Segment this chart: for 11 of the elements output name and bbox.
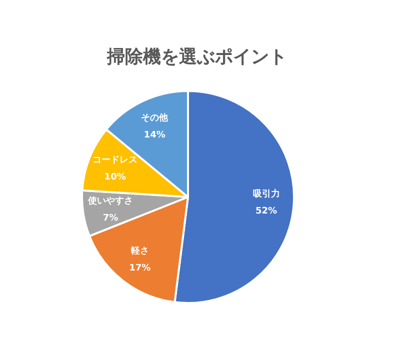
data-label: 52% bbox=[256, 206, 278, 216]
slice-label: 軽さ bbox=[130, 245, 149, 256]
slice-label: 使いやすさ bbox=[87, 196, 134, 207]
data-label: 14% bbox=[144, 130, 166, 140]
data-label: 17% bbox=[129, 263, 151, 274]
data-label: 10% bbox=[104, 172, 126, 182]
chart-title: 掃除機を選ぶポイント bbox=[106, 46, 287, 68]
data-label: 7% bbox=[102, 214, 118, 224]
slice-label: コードレス bbox=[92, 155, 138, 166]
slice-label: その他 bbox=[141, 112, 170, 124]
slice-label: 吸引力 bbox=[252, 188, 280, 200]
